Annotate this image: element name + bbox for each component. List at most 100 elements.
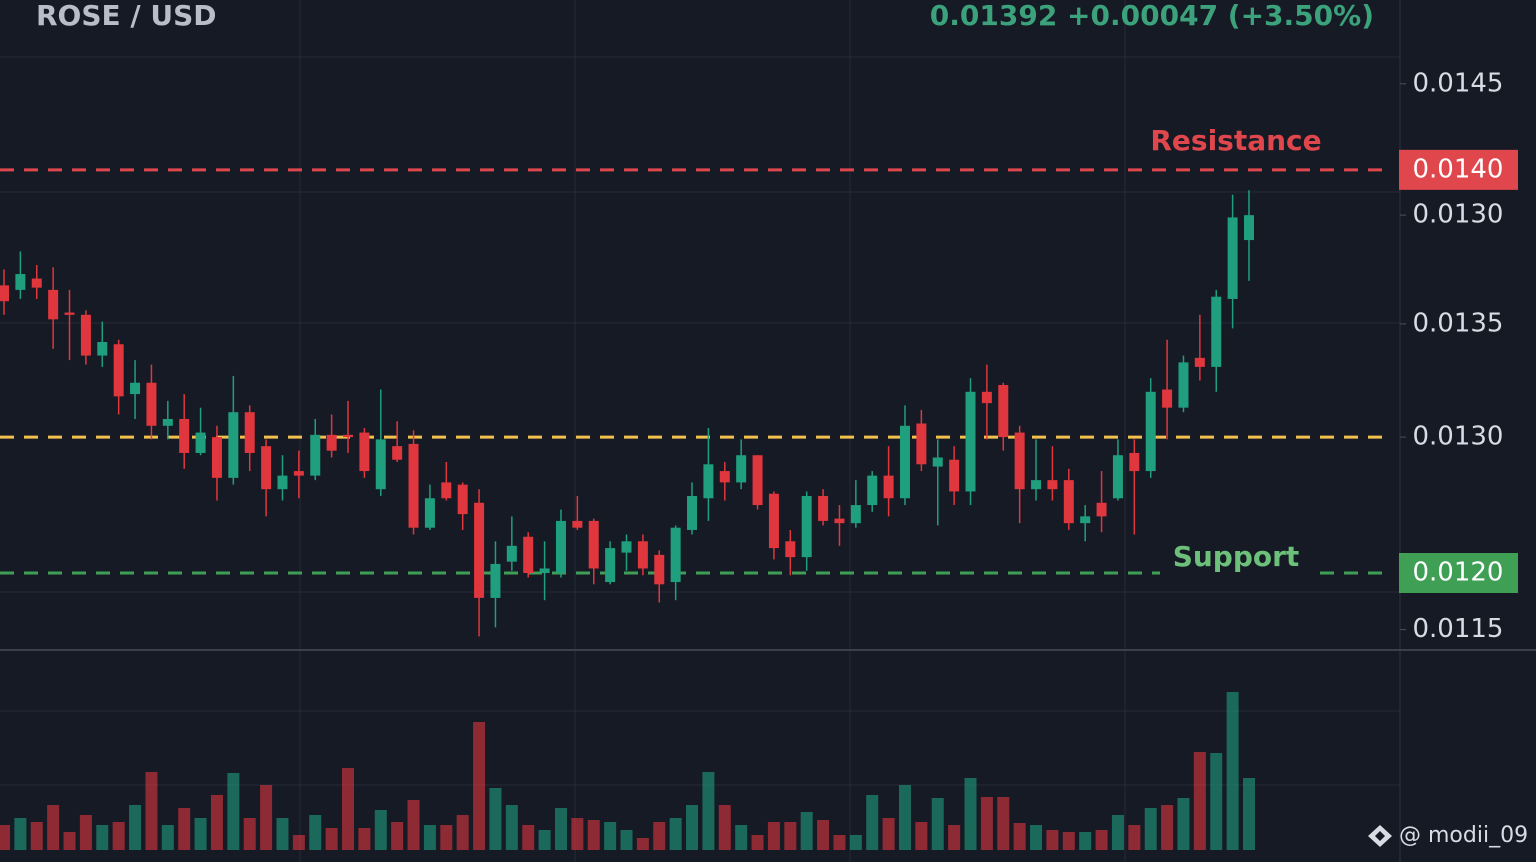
volume-bar bbox=[1193, 752, 1206, 850]
volume-bar bbox=[702, 772, 715, 850]
candle-body bbox=[195, 432, 206, 453]
candle-body bbox=[1080, 516, 1091, 524]
volume-bar bbox=[1210, 753, 1223, 850]
candle-body bbox=[113, 344, 124, 397]
volume-bar bbox=[1243, 778, 1255, 850]
candle-body bbox=[97, 341, 108, 356]
candle-body bbox=[1031, 480, 1042, 490]
quote: 0.01392 +0.00047 (+3.50%) bbox=[930, 0, 1374, 32]
candle-body bbox=[1129, 452, 1140, 472]
volume-bar bbox=[292, 835, 305, 850]
y-tick-label: 0.0130 bbox=[1413, 422, 1504, 452]
volume-bar bbox=[898, 785, 911, 850]
volume-bar bbox=[1111, 815, 1124, 850]
volume-bar bbox=[1226, 692, 1239, 850]
volume-bar bbox=[0, 825, 10, 850]
volume-bar bbox=[1177, 798, 1190, 850]
candle-body bbox=[1178, 362, 1189, 408]
candle-body bbox=[244, 412, 255, 453]
candle-body bbox=[588, 520, 599, 569]
volume-bar bbox=[587, 820, 600, 850]
volume-bar bbox=[866, 795, 879, 850]
candle-body bbox=[48, 289, 59, 320]
volume-bar bbox=[767, 822, 780, 850]
volume-bar bbox=[948, 825, 961, 850]
candle-body bbox=[146, 382, 157, 426]
volume-bar bbox=[964, 778, 977, 850]
volume-bar bbox=[178, 808, 191, 850]
candle-body bbox=[457, 484, 468, 515]
y-axis: 0.0145 0.0130 0.0135 0.0130 0.0115 0.0140 0.01… bbox=[1399, 68, 1518, 644]
volume-bar bbox=[79, 815, 92, 850]
candle-body bbox=[1244, 215, 1254, 241]
volume-bar bbox=[554, 808, 567, 850]
candle-body bbox=[359, 432, 370, 472]
candle-body bbox=[424, 498, 435, 528]
volume-bar bbox=[522, 825, 535, 850]
candle-body bbox=[326, 434, 337, 451]
level-label-box bbox=[1399, 149, 1518, 190]
volume-bar bbox=[538, 830, 551, 850]
volume-bar bbox=[456, 815, 469, 850]
volume-bar bbox=[210, 795, 223, 850]
candle-body bbox=[932, 457, 943, 467]
volume-bar bbox=[686, 805, 699, 850]
volume-bar bbox=[96, 825, 109, 850]
candle-body bbox=[621, 541, 632, 553]
volume-bar bbox=[1161, 805, 1174, 850]
volume-bar bbox=[374, 810, 387, 850]
level-label: 0.0140 bbox=[1413, 154, 1504, 184]
candle-body bbox=[670, 527, 681, 583]
volume-bar bbox=[489, 788, 502, 850]
candle-body bbox=[441, 482, 452, 499]
volume-bar bbox=[260, 785, 273, 850]
candle-body bbox=[523, 536, 534, 573]
volume-bar bbox=[423, 825, 436, 850]
level-label: 0.0120 bbox=[1413, 557, 1504, 587]
level-label-box bbox=[1399, 552, 1518, 593]
candle-body bbox=[965, 391, 976, 492]
volume-bar bbox=[243, 818, 256, 850]
volume-bar bbox=[30, 822, 43, 850]
candle-body bbox=[162, 418, 173, 426]
watermark-icon bbox=[1368, 825, 1392, 847]
candle-body bbox=[1194, 357, 1205, 367]
candle-body bbox=[703, 464, 714, 499]
volume-bar bbox=[931, 798, 944, 850]
candle-body bbox=[539, 568, 550, 573]
volume-bar bbox=[653, 822, 666, 850]
volume-bar bbox=[161, 825, 174, 850]
volume-bar bbox=[145, 772, 158, 850]
y-tick-label: 0.0130 bbox=[1413, 200, 1504, 230]
volume-bar bbox=[47, 805, 60, 850]
candle-body bbox=[80, 314, 91, 356]
watermark: @ modii_09 bbox=[1399, 823, 1528, 848]
candle-body bbox=[768, 493, 779, 549]
candle-body bbox=[572, 520, 583, 528]
candle-body bbox=[654, 554, 665, 585]
candle-body bbox=[179, 418, 190, 453]
candle-body bbox=[752, 455, 763, 506]
volume-bar bbox=[1013, 823, 1026, 850]
volume-bar bbox=[1079, 832, 1092, 850]
volume-bar bbox=[325, 828, 338, 850]
volume-bar bbox=[473, 722, 486, 850]
candle-body bbox=[1063, 480, 1074, 524]
candle-body bbox=[916, 423, 927, 465]
volume-bar bbox=[1046, 830, 1059, 850]
candle-body bbox=[474, 502, 485, 598]
volume-bar bbox=[342, 768, 355, 850]
candle-body bbox=[605, 548, 616, 583]
volume-bar bbox=[227, 773, 240, 850]
candle-body bbox=[31, 278, 42, 288]
y-tick-label: 0.0115 bbox=[1413, 614, 1504, 644]
candle-body bbox=[228, 412, 239, 478]
volume-bar bbox=[276, 818, 289, 850]
volume-bar bbox=[833, 835, 846, 850]
candle-body bbox=[818, 495, 829, 521]
volume-bar bbox=[407, 800, 420, 850]
volume-bar bbox=[751, 835, 764, 850]
volume-bar bbox=[505, 805, 518, 850]
volume-bar bbox=[980, 797, 993, 850]
